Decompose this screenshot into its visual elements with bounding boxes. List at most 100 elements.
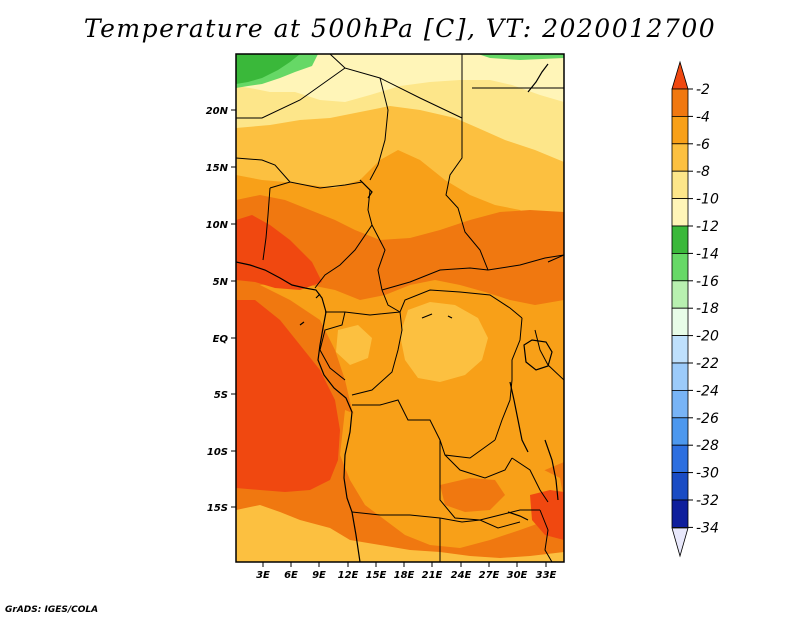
lake-tanganyika [509, 381, 529, 453]
colorbar-label-12: -26 [696, 411, 719, 427]
band-minus-4-southeast [440, 478, 505, 512]
map-title: Temperature at 500hPa [C], VT: 202001270… [83, 14, 717, 43]
colorbar-box-5 [671, 198, 689, 227]
border-zambia-malawi [511, 457, 549, 503]
colorbar-box-1 [671, 88, 689, 117]
lat-label-10n: 10N [206, 220, 229, 231]
colorbar-label-0: -2 [696, 82, 710, 98]
lon-label-30e: 30E [507, 570, 528, 581]
colorbar-label-11: -24 [696, 383, 719, 399]
lake-kariba [507, 511, 529, 521]
colorbar-box-14 [671, 444, 689, 474]
lon-label-21e: 21E [422, 570, 443, 581]
longitude-ticks [262, 562, 547, 567]
border-cameroon-gabon [325, 311, 401, 316]
lon-label-24e: 24E [451, 570, 472, 581]
band-minus-14-ne [478, 54, 564, 60]
colorbar-top-arrow [671, 60, 689, 90]
colorbar-label-1: -4 [696, 109, 710, 125]
colorbar-label-8: -18 [696, 301, 719, 317]
colorbar-label-14: -30 [696, 466, 719, 482]
band-minus-8-congo [400, 302, 488, 382]
border-chad-cameroon [371, 224, 386, 291]
lake-chad [359, 179, 373, 199]
colorbar-box-3 [671, 143, 689, 172]
border-gabon-congo [319, 311, 346, 381]
lat-label-5s: 5S [214, 390, 228, 401]
border-chad-sudan [445, 118, 489, 271]
border-chad-car [381, 267, 489, 291]
border-zimbabwe-moz [539, 509, 553, 562]
coast-gulf-guinea-islands [299, 293, 321, 326]
colorbar-label-5: -12 [696, 219, 719, 235]
lon-label-9e: 9E [312, 570, 326, 581]
colorbar-box-2 [671, 116, 689, 145]
colorbar-box-7 [671, 252, 689, 282]
colorbar-box-16 [671, 499, 689, 528]
colorbar-label-4: -10 [696, 192, 719, 208]
band-minus-12-north [236, 54, 564, 102]
lon-label-6e: 6E [284, 570, 298, 581]
border-car-drc [399, 289, 523, 319]
colorbar-label-2: -6 [696, 137, 710, 153]
border-congo-drc [351, 311, 403, 396]
band-minus-8-southwest [236, 505, 564, 562]
border-ssudan-ethiopia [547, 254, 564, 263]
lat-label-15n: 15N [206, 163, 229, 174]
colorbar-box-15 [671, 472, 689, 501]
colorbar-box-6 [671, 225, 689, 254]
country-borders [236, 54, 564, 562]
border-libya-niger [329, 54, 346, 69]
coast-central-atlantic [317, 311, 361, 562]
border-kenya-tanzania [547, 364, 564, 381]
colorbar-bottom-arrow [671, 527, 689, 558]
colorbar-box-8 [671, 280, 689, 309]
border-angola-zambia [439, 440, 481, 521]
temperature-field [236, 54, 564, 562]
border-drc-uganda [511, 317, 523, 380]
colorbar-box-11 [671, 362, 689, 391]
border-niger-chad [369, 77, 389, 181]
lon-label-27e: 27E [479, 570, 500, 581]
lat-label-10s: 10S [207, 447, 228, 458]
band-minus-8-gabon [336, 325, 372, 365]
lat-label-20n: 20N [206, 106, 229, 117]
colorbar-label-10: -22 [696, 356, 719, 372]
colorbar-box-13 [671, 417, 689, 446]
colorbar: -2 -4 -6 -8 -10 -12 -14 -16 -18 -20 -22 -24 -26 -28 -3… [671, 60, 719, 558]
colorbar-box-9 [671, 307, 689, 337]
lake-congo [421, 313, 453, 319]
lat-label-eq: EQ [213, 334, 229, 345]
border-uganda-kenya [534, 329, 549, 366]
border-mali-niger [236, 157, 291, 183]
band-minus-2-atlantic [236, 300, 340, 492]
grads-credit: GrADS: IGES/COLA [5, 605, 99, 615]
border-nigeria-benin [262, 187, 271, 261]
coastline [236, 63, 559, 562]
colorbar-label-15: -32 [696, 493, 719, 509]
red-sea-coast [527, 63, 549, 93]
border-drc-tanzania [494, 379, 513, 441]
coast-west-africa [236, 261, 327, 313]
border-algeria-niger [236, 67, 381, 119]
map-frame [235, 53, 565, 563]
lon-label-33e: 33E [536, 570, 557, 581]
lat-label-5n: 5N [213, 277, 229, 288]
colorbar-box-4 [671, 170, 689, 199]
border-libya-chad [379, 77, 463, 119]
border-sudan-ssudan [487, 254, 564, 271]
latitude-ticks [231, 109, 236, 508]
lake-victoria [523, 339, 553, 371]
lon-label-12e: 12E [338, 570, 359, 581]
border-drc-zambia [444, 454, 513, 479]
longitude-labels: 3E 6E 9E 12E 15E 18E 21E 24E 27E 30E 33E [256, 570, 556, 581]
lat-label-15s: 15S [207, 503, 228, 514]
colorbar-label-6: -14 [696, 246, 719, 262]
colorbar-label-7: -16 [696, 274, 719, 290]
colorbar-box-10 [671, 335, 689, 364]
colorbar-label-16: -34 [696, 520, 719, 536]
lon-label-18e: 18E [394, 570, 415, 581]
border-cameroon-car [381, 289, 401, 313]
colorbar-box-12 [671, 389, 689, 419]
border-angola-drc [352, 399, 496, 459]
